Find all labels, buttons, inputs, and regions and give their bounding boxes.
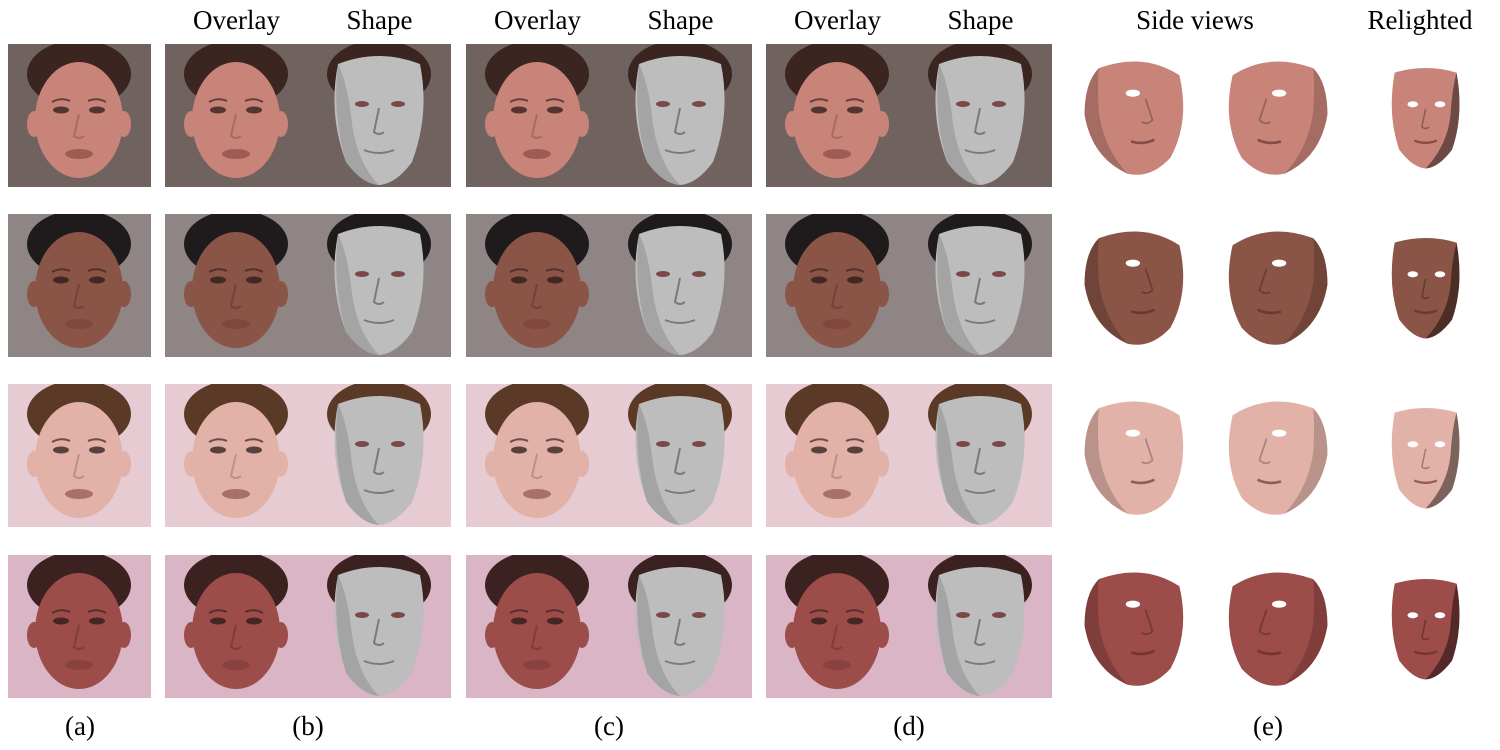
image-b-shape-row4 [308,555,451,698]
image-d-overlay-row1 [766,44,909,187]
image-c-shape-row3 [609,384,752,527]
image-c-overlay-row4 [466,555,609,698]
image-e-side-left-row1 [1072,46,1200,186]
caption-d: (d) [893,711,925,741]
image-b-shape-row3 [308,384,451,527]
image-d-overlay-row2 [766,214,909,357]
image-c-overlay-row3 [466,384,609,527]
image-e-side-right-row3 [1212,386,1340,526]
image-b-overlay-row2 [165,214,308,357]
image-e-side-left-row2 [1072,216,1200,356]
image-e-side-right-row4 [1212,557,1340,697]
image-d-shape-row4 [909,555,1052,698]
image-a-row3 [8,384,151,527]
image-a-row1 [8,44,151,187]
image-e-relighted-row4 [1372,557,1480,697]
image-b-shape-row2 [308,214,451,357]
caption-c: (c) [594,711,624,741]
header-d-shape: Shape [947,5,1014,35]
header-c-shape: Shape [647,5,714,35]
header-e-relighted: Relighted [1367,5,1473,35]
image-e-relighted-row2 [1372,216,1480,356]
image-d-shape-row2 [909,214,1052,357]
image-c-shape-row2 [609,214,752,357]
image-e-side-left-row4 [1072,557,1200,697]
header-b-shape: Shape [346,5,413,35]
image-d-shape-row3 [909,384,1052,527]
image-e-side-left-row3 [1072,386,1200,526]
image-d-overlay-row3 [766,384,909,527]
image-c-overlay-row1 [466,44,609,187]
image-b-shape-row1 [308,44,451,187]
caption-e: (e) [1253,711,1283,741]
image-a-row4 [8,555,151,698]
image-b-overlay-row3 [165,384,308,527]
caption-b: (b) [292,711,324,741]
header-b-overlay: Overlay [193,5,280,35]
image-d-shape-row1 [909,44,1052,187]
image-c-shape-row4 [609,555,752,698]
header-c-overlay: Overlay [494,5,581,35]
image-a-row2 [8,214,151,357]
caption-a: (a) [65,711,95,741]
image-b-overlay-row1 [165,44,308,187]
header-d-overlay: Overlay [794,5,881,35]
image-e-relighted-row3 [1372,386,1480,526]
image-e-relighted-row1 [1372,46,1480,186]
header-e-side-views: Side views [1136,5,1254,35]
image-e-side-right-row2 [1212,216,1340,356]
image-c-shape-row1 [609,44,752,187]
image-d-overlay-row4 [766,555,909,698]
image-b-overlay-row4 [165,555,308,698]
image-c-overlay-row2 [466,214,609,357]
image-e-side-right-row1 [1212,46,1340,186]
